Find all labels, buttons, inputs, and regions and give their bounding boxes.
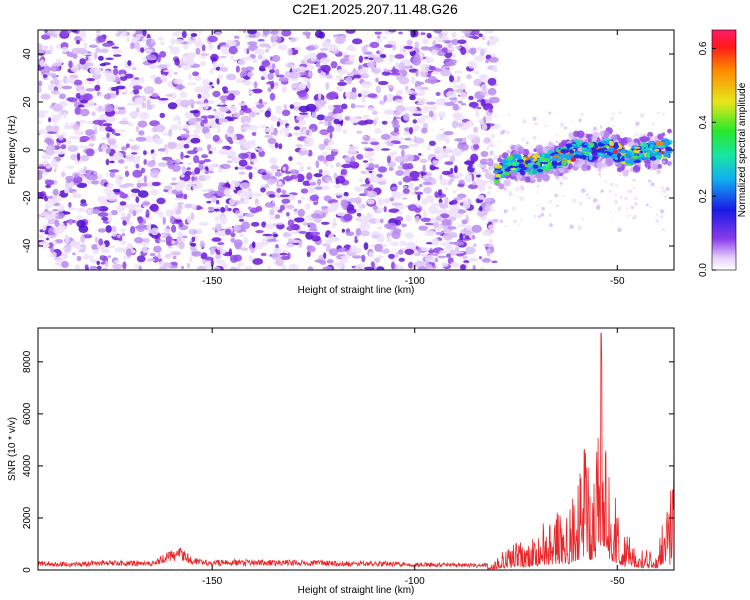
snr-y-ticks: 0 2000 4000 6000 8000 <box>22 350 674 573</box>
snr-x-label: Height of straight line (km) <box>298 585 415 596</box>
figure-title: C2E1.2025.207.11.48.G26 <box>292 1 458 17</box>
spectrogram-panel: -150 -100 -50 -40 -20 0 20 40 Height of straig… <box>7 29 675 296</box>
colorbar: 0.0 0.2 0.4 0.6 Normalized spectral amplitu… <box>698 29 748 277</box>
x-tick-label: -150 <box>202 576 222 587</box>
x-tick-label: -50 <box>610 276 625 287</box>
y-tick-label: -40 <box>22 238 33 253</box>
spectrogram-x-ticks: -150 -100 -50 <box>202 30 625 287</box>
snr-y-label: SNR (10 * v/v) <box>7 417 18 481</box>
snr-frame <box>37 327 675 571</box>
colorbar-gradient <box>711 29 737 271</box>
y-tick-label: 4000 <box>22 454 33 477</box>
y-tick-label: 6000 <box>22 402 33 425</box>
y-tick-label: 8000 <box>22 350 33 373</box>
colorbar-tick-label: 0.4 <box>698 115 709 129</box>
colorbar-tick-label: 0.0 <box>698 263 709 277</box>
y-tick-label: 0 <box>22 567 33 573</box>
y-tick-label: 2000 <box>22 506 33 529</box>
signal-ridge <box>492 127 673 190</box>
x-tick-label: -100 <box>405 276 425 287</box>
noise-speckle-field <box>38 30 673 270</box>
colorbar-tick-label: 0.2 <box>698 189 709 203</box>
y-tick-label: 20 <box>22 96 33 108</box>
spectrogram-y-ticks: -40 -20 0 20 40 <box>22 48 674 253</box>
y-tick-label: -20 <box>22 190 33 205</box>
y-tick-label: 0 <box>22 147 33 153</box>
snr-panel: -150 -100 -50 0 2000 4000 6000 8000 Height of … <box>7 327 675 596</box>
snr-marks <box>38 332 674 570</box>
x-tick-label: -100 <box>405 576 425 587</box>
snr-x-ticks: -150 -100 -50 <box>202 328 625 587</box>
x-tick-label: -50 <box>610 576 625 587</box>
spectrogram-y-label: Frequency (Hz) <box>7 116 18 185</box>
x-tick-label: -150 <box>202 276 222 287</box>
colorbar-ticks: 0.0 0.2 0.4 0.6 <box>698 41 716 277</box>
colorbar-tick-label: 0.6 <box>698 41 709 55</box>
spectrogram-marks <box>38 30 673 270</box>
spectrogram-x-label: Height of straight line (km) <box>298 285 415 296</box>
y-tick-label: 40 <box>22 48 33 60</box>
colorbar-label: Normalized spectral amplitude <box>737 82 748 217</box>
snr-series-line <box>38 332 674 570</box>
